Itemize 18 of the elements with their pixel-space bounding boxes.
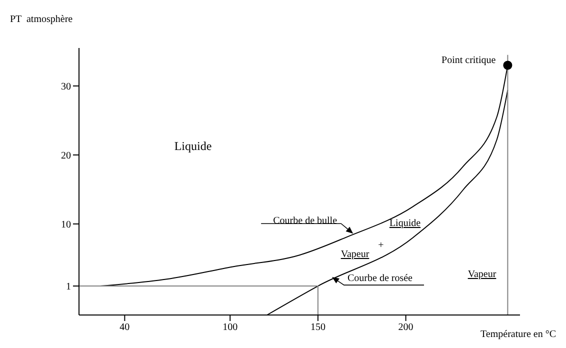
annotation: Point critique (442, 55, 496, 66)
annotation: Vapeur (468, 269, 497, 280)
x-tick-label: 40 (120, 322, 130, 334)
x-tick-label: 100 (222, 322, 238, 334)
annotation: Liquide (389, 218, 422, 229)
annotation: Courbe de bulle (273, 216, 338, 227)
y-tick-label: 10 (61, 219, 71, 230)
y-axis-title: PT atmosphère (10, 14, 74, 25)
x-axis-title: Température en °C (480, 329, 556, 340)
x-tick-label: 200 (398, 322, 414, 334)
annotation: Vapeur (340, 249, 370, 260)
y-tick-label: 1 (66, 282, 71, 293)
x-tick-label: 150 (310, 322, 326, 334)
y-tick-label: 30 (61, 81, 71, 92)
annotation: Courbe de rosée (348, 273, 414, 284)
y-tick-label: 20 (61, 150, 71, 162)
annotation: Liquide (174, 139, 212, 153)
annotation: + (378, 240, 384, 251)
